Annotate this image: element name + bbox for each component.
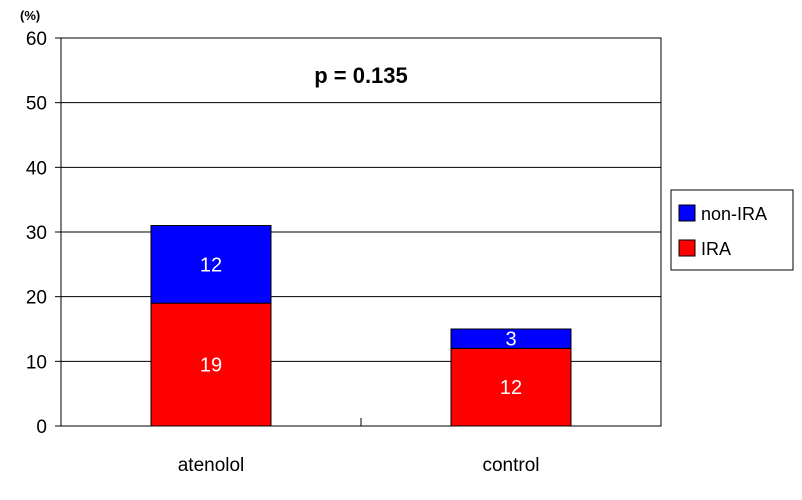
y-tick-label: 20: [26, 288, 47, 309]
legend-label: non-IRA: [701, 204, 767, 224]
y-tick-label: 10: [26, 352, 47, 373]
bar-labels: 19 12 12 3: [200, 254, 522, 399]
x-category-label: control: [482, 455, 539, 476]
y-axis-unit: (%): [20, 8, 40, 23]
x-category-label: atenolol: [178, 455, 245, 476]
p-value-annotation: p = 0.135: [314, 63, 408, 88]
bars: [150, 225, 572, 427]
bar-value-label: 19: [200, 355, 222, 377]
bar-ira-atenolol: [150, 302, 272, 427]
legend-swatch: [678, 239, 696, 257]
x-axis-categories: atenolol control: [178, 455, 540, 476]
y-tick-label: 0: [36, 417, 47, 438]
y-tick-label: 60: [26, 29, 47, 50]
bar-non-ira-control: [450, 328, 572, 349]
legend-swatch: [678, 204, 696, 222]
y-axis-ticks: 0 10 20 30 40 50 60: [26, 29, 61, 438]
bar-value-label: 12: [500, 377, 522, 399]
y-tick-label: 50: [26, 94, 47, 115]
legend: non-IRA IRA: [670, 189, 794, 271]
bar-value-label: 3: [505, 329, 516, 351]
legend-box: [670, 189, 794, 271]
y-tick-label: 40: [26, 158, 47, 179]
bar-non-ira-atenolol: [150, 225, 272, 304]
bar-value-label: 12: [200, 254, 222, 276]
y-tick-label: 30: [26, 223, 47, 244]
legend-label: IRA: [701, 239, 731, 259]
